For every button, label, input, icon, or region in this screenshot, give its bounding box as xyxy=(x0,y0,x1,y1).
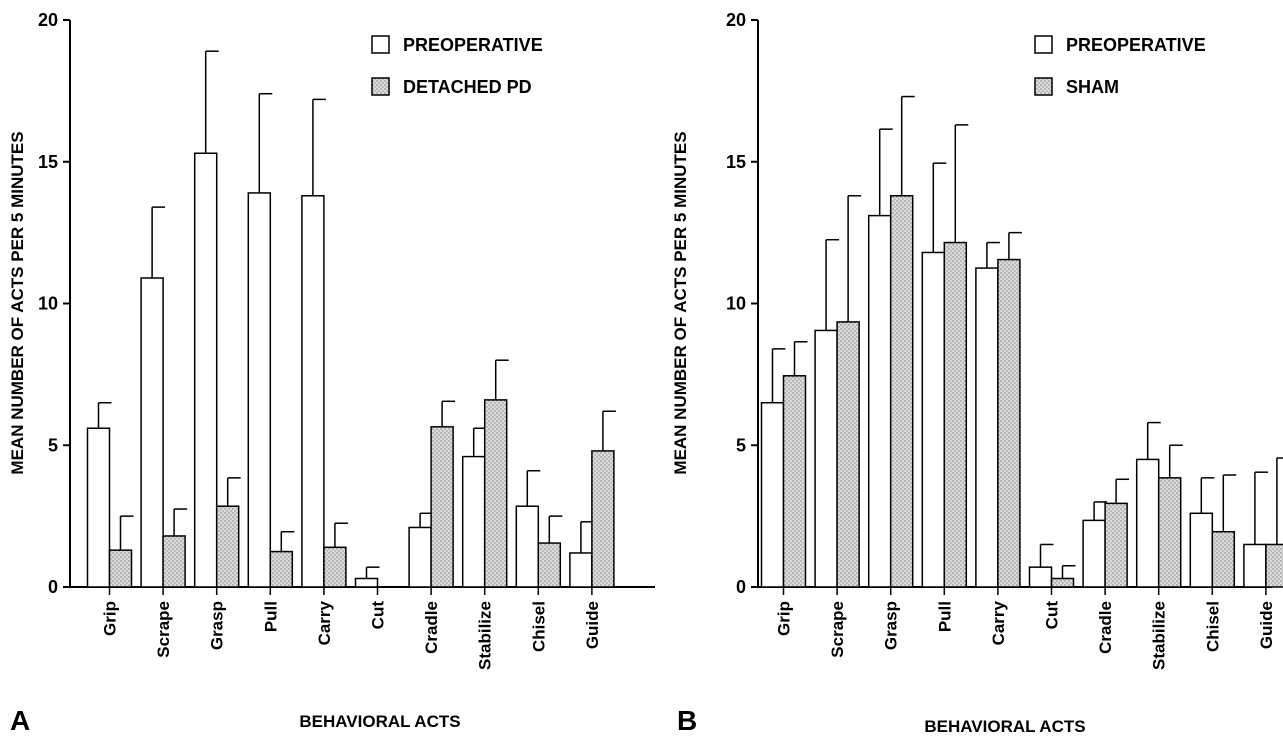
panel-a-legend-label-0: PREOPERATIVE xyxy=(403,35,543,55)
panel-a-x-axis-title: BEHAVIORAL ACTS xyxy=(299,712,460,731)
panel-a-bar-comparison-grip xyxy=(108,549,133,588)
panel-a-y-tick-label: 5 xyxy=(48,435,58,455)
panel-a-category-label-pull: Pull xyxy=(261,601,280,632)
panel-b-x-axis-title: BEHAVIORAL ACTS xyxy=(924,717,1085,736)
panel-a-bar-comparison-grasp xyxy=(215,505,240,588)
panel-b-bar-comparison-carry xyxy=(997,258,1021,588)
panel-b-bar-comparison-chisel xyxy=(1211,530,1236,588)
panel-a-y-tick-label: 20 xyxy=(38,10,58,30)
panel-b-bar-comparison-grasp xyxy=(889,195,914,588)
panel-a-category-label-grasp: Grasp xyxy=(208,601,227,650)
panel-b-y-tick-label: 10 xyxy=(726,294,746,314)
panel-a-bar-preoperative-chisel xyxy=(515,505,540,588)
panel-b-bar-preoperative-cut xyxy=(1028,566,1053,588)
panel-b-category-label-scrape: Scrape xyxy=(828,601,847,658)
panel-a-category-label-carry: Carry xyxy=(315,600,334,645)
panel-a-bar-preoperative-stabilize xyxy=(461,455,486,588)
panel-a-category-label-stabilize: Stabilize xyxy=(476,601,495,670)
panel-a-bar-comparison-pull xyxy=(269,550,294,588)
panel-b-category-label-chisel: Chisel xyxy=(1203,601,1222,652)
panel-b-legend-swatch-0 xyxy=(1034,35,1053,54)
panel-a-bar-preoperative-cut xyxy=(354,577,379,588)
panel-b-bar-preoperative-stabilize xyxy=(1135,458,1160,588)
panel-b-bar-preoperative-guide xyxy=(1243,543,1267,588)
panel-b-y-axis-title: MEAN NUMBER OF ACTS PER 5 MINUTES xyxy=(671,131,690,474)
panel-b-bar-preoperative-grasp xyxy=(867,214,892,588)
panel-a-bar-comparison-scrape xyxy=(162,535,186,588)
panel-b-bar-preoperative-grip xyxy=(760,401,785,588)
panel-a-bar-comparison-chisel xyxy=(537,542,562,588)
panel-b-bar-comparison-guide xyxy=(1265,543,1283,588)
panel-a-bar-preoperative-scrape xyxy=(140,277,164,588)
panel-b-category-label-cut: Cut xyxy=(1043,601,1062,630)
panel-b-bar-preoperative-chisel xyxy=(1189,512,1214,588)
panel-a-y-tick-label: 0 xyxy=(48,577,58,597)
panel-a-category-label-chisel: Chisel xyxy=(529,601,548,652)
panel-b-category-label-grasp: Grasp xyxy=(882,601,901,650)
panel-b-bar-comparison-grip xyxy=(782,375,807,588)
panel-b-category-label-stabilize: Stabilize xyxy=(1150,601,1169,670)
panel-a-bar-comparison-cradle xyxy=(430,426,454,588)
panel-b-y-tick-label: 0 xyxy=(736,577,746,597)
panel-b-bar-preoperative-scrape xyxy=(814,329,838,588)
panel-a-bar-preoperative-grasp xyxy=(193,152,218,588)
panel-a-bar-comparison-guide xyxy=(591,450,615,588)
panel-b-y-tick-label: 15 xyxy=(726,152,746,172)
panel-a-category-label-cut: Cut xyxy=(369,601,388,630)
panel-b-legend-swatch-1 xyxy=(1034,77,1053,96)
panel-a-y-tick-label: 10 xyxy=(38,294,58,314)
panel-a-bar-preoperative-guide xyxy=(569,552,593,588)
panel-a-bar-preoperative-carry xyxy=(301,195,325,588)
panel-b-category-label-pull: Pull xyxy=(935,601,954,632)
panel-b-bar-comparison-cut xyxy=(1050,577,1075,588)
panel-b-bar-comparison-stabilize xyxy=(1157,477,1182,588)
panel-b-bar-comparison-pull xyxy=(943,241,968,588)
panel-b-category-label-grip: Grip xyxy=(775,601,794,636)
panel-a-panel-letter: A xyxy=(10,705,30,736)
panel-b-bar-comparison-scrape xyxy=(836,321,860,588)
panel-a-bar-comparison-carry xyxy=(323,546,347,588)
panel-a-y-tick-label: 15 xyxy=(38,152,58,172)
panel-a-category-label-scrape: Scrape xyxy=(154,601,173,658)
panel-a-category-label-grip: Grip xyxy=(101,601,120,636)
panel-a-legend-swatch-0 xyxy=(371,35,390,54)
panel-b-category-label-carry: Carry xyxy=(989,600,1008,645)
panel-b-category-label-cradle: Cradle xyxy=(1096,601,1115,654)
panel-b-legend-label-1: SHAM xyxy=(1066,77,1119,97)
panel-a-bar-preoperative-pull xyxy=(247,192,272,588)
panel-a-bar-preoperative-grip xyxy=(86,427,111,588)
panel-b-bar-preoperative-pull xyxy=(921,251,946,588)
panel-a-y-axis-title: MEAN NUMBER OF ACTS PER 5 MINUTES xyxy=(8,131,27,474)
panel-b-bar-preoperative-cradle xyxy=(1082,519,1106,588)
panel-a-category-label-guide: Guide xyxy=(583,601,602,649)
panel-b-y-tick-label: 5 xyxy=(736,435,746,455)
panel-b-panel-letter: B xyxy=(677,705,697,736)
panel-b-bar-comparison-cradle xyxy=(1104,502,1128,588)
panel-a-category-label-cradle: Cradle xyxy=(422,601,441,654)
panel-a-bar-preoperative-cradle xyxy=(408,526,432,588)
panel-b-y-tick-label: 20 xyxy=(726,10,746,30)
panel-a-chart: 0 5 10 15 20 Grip Scrape Grasp Pull Carry Cut Cradl… xyxy=(8,10,655,736)
panel-b-legend-label-0: PREOPERATIVE xyxy=(1066,35,1206,55)
panel-b-bar-preoperative-carry xyxy=(975,267,999,588)
panel-a-bar-comparison-stabilize xyxy=(483,399,508,588)
panel-b-chart: 0 5 10 15 20 Grip Scrape Grasp Pull Carry Cut Cradl… xyxy=(671,10,1283,736)
panel-a-legend-swatch-1 xyxy=(371,77,390,96)
panel-b-category-label-guide: Guide xyxy=(1257,601,1276,649)
panel-a-legend-label-1: DETACHED PD xyxy=(403,77,532,97)
